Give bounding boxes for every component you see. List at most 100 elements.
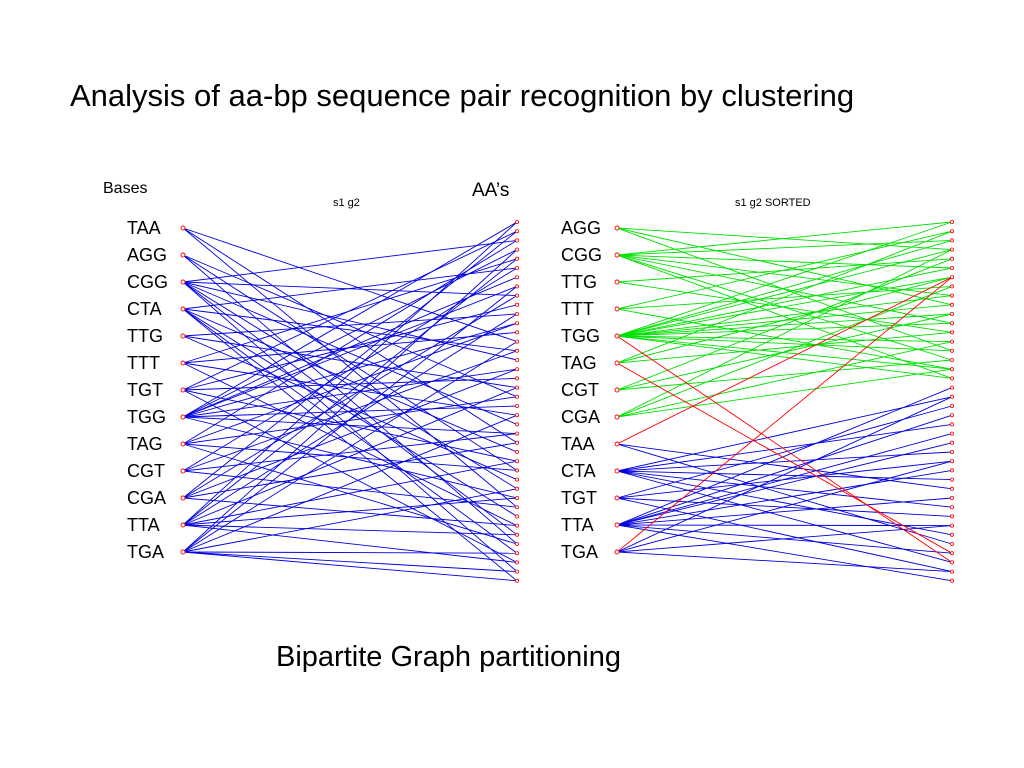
aa-node-0-11 <box>515 321 520 326</box>
edge-0-25 <box>182 362 518 527</box>
edge-0-20 <box>182 335 518 389</box>
edge-0-28 <box>182 377 518 391</box>
bases-label: Bases <box>103 180 148 197</box>
aa-node-0-6 <box>515 275 520 280</box>
edge-1-52 <box>616 387 953 526</box>
base-node-0-10 <box>180 495 186 501</box>
edge-1-5 <box>616 254 953 269</box>
base-node-1-7 <box>614 414 620 420</box>
edge-0-17 <box>182 308 518 554</box>
edge-0-31 <box>182 221 518 418</box>
edge-0-5 <box>182 254 518 545</box>
aa-node-0-33 <box>515 523 520 528</box>
edge-1-47 <box>616 470 953 563</box>
edge-0-9 <box>182 281 518 425</box>
aa-node-0-5 <box>515 265 520 270</box>
edge-0-0 <box>182 227 518 343</box>
aa-node-1-33 <box>950 523 955 528</box>
edge-0-51 <box>182 368 518 499</box>
aa-node-0-21 <box>515 413 520 418</box>
aa-node-0-15 <box>515 357 520 362</box>
edge-1-23 <box>616 322 953 337</box>
aa-node-0-24 <box>515 440 520 445</box>
aa-node-1-30 <box>950 495 955 500</box>
aa-node-0-22 <box>515 422 520 427</box>
aa-node-0-17 <box>515 376 520 381</box>
aa-node-1-19 <box>950 394 955 399</box>
aa-node-1-31 <box>950 505 955 510</box>
base-label: TAA <box>127 218 161 238</box>
aas-label: AA’s <box>472 180 510 201</box>
edge-1-57 <box>616 497 953 526</box>
base-node-0-1 <box>180 252 186 258</box>
base-node-0-7 <box>180 414 186 420</box>
edge-0-58 <box>182 460 518 526</box>
base-label: TGT <box>127 380 163 400</box>
edge-1-33 <box>616 359 953 391</box>
edge-0-8 <box>182 281 518 361</box>
edge-1-58 <box>616 524 953 527</box>
base-node-1-3 <box>614 306 620 312</box>
aa-node-1-36 <box>950 551 955 556</box>
aa-node-0-27 <box>515 468 520 473</box>
aa-node-0-32 <box>515 514 520 519</box>
edge-0-26 <box>182 230 518 391</box>
edge-1-54 <box>616 433 953 526</box>
edge-1-38 <box>616 443 953 490</box>
edge-1-36 <box>616 341 953 418</box>
edge-1-16 <box>616 239 953 337</box>
aa-node-0-26 <box>515 459 520 464</box>
edge-0-66 <box>182 488 518 553</box>
base-label: CGT <box>561 380 599 400</box>
edge-0-16 <box>182 308 518 517</box>
caption: Bipartite Graph partitioning <box>276 641 621 673</box>
edge-0-67 <box>182 551 518 554</box>
base-node-0-11 <box>180 522 186 528</box>
edge-1-1 <box>616 227 953 306</box>
right-graph-title: s1 g2 SORTED <box>735 197 811 209</box>
edge-0-55 <box>182 258 518 526</box>
base-label: TTA <box>127 515 160 535</box>
aa-node-0-29 <box>515 486 520 491</box>
edge-0-59 <box>182 497 518 526</box>
edge-1-63 <box>616 525 953 553</box>
base-label: CGG <box>127 272 168 292</box>
aa-node-0-31 <box>515 505 520 510</box>
base-label: TTT <box>127 353 160 373</box>
edge-0-14 <box>182 308 518 352</box>
aa-node-1-8 <box>950 293 955 298</box>
edge-0-44 <box>182 443 518 545</box>
aa-node-0-0 <box>515 219 520 224</box>
aa-node-1-11 <box>950 321 955 326</box>
edge-0-69 <box>182 551 518 582</box>
base-label: TGG <box>127 407 166 427</box>
base-node-1-12 <box>614 549 620 555</box>
edge-1-67 <box>616 335 953 563</box>
aa-node-0-30 <box>515 495 520 500</box>
edge-1-24 <box>616 335 953 343</box>
edge-0-40 <box>182 240 518 445</box>
edge-1-4 <box>616 239 953 256</box>
edge-1-12 <box>616 230 953 310</box>
aa-node-1-13 <box>950 339 955 344</box>
edge-0-30 <box>182 389 518 563</box>
edge-1-27 <box>616 335 953 379</box>
edge-1-65 <box>616 276 953 553</box>
edge-0-45 <box>182 267 518 472</box>
aa-node-1-15 <box>950 357 955 362</box>
edge-1-9 <box>616 254 953 379</box>
aa-node-1-2 <box>950 238 955 243</box>
edge-1-45 <box>616 470 953 508</box>
edge-0-63 <box>182 286 518 553</box>
base-node-0-4 <box>180 333 186 339</box>
edge-1-62 <box>616 460 953 553</box>
edge-0-42 <box>182 396 518 445</box>
base-label: TTG <box>127 326 163 346</box>
aa-node-0-13 <box>515 339 520 344</box>
edge-1-44 <box>616 470 953 481</box>
edge-1-19 <box>616 276 953 337</box>
edge-0-37 <box>182 405 518 418</box>
aa-node-1-34 <box>950 532 955 537</box>
edge-0-60 <box>182 524 518 536</box>
